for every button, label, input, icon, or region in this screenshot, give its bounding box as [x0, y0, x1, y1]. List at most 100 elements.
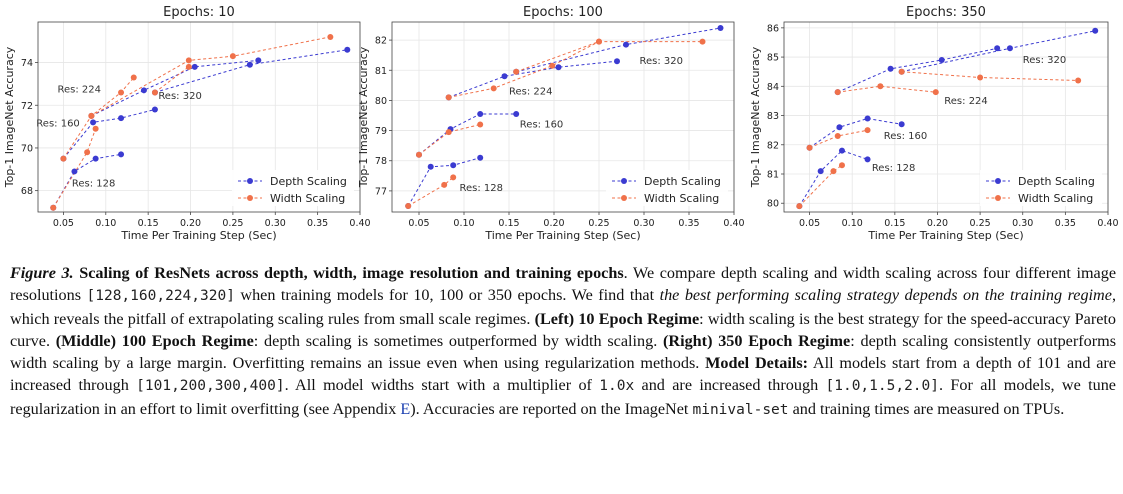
legend-label: Width Scaling: [1018, 192, 1093, 205]
y-tick-label: 70: [21, 143, 33, 154]
data-point-depth: [344, 46, 351, 53]
chart-title: Epochs: 10: [163, 5, 235, 20]
x-tick-label: 0.15: [498, 218, 519, 229]
data-point-width: [450, 174, 457, 181]
data-point-depth: [450, 162, 457, 169]
data-point-width: [864, 127, 871, 134]
y-axis-label: Top-1 ImageNet Accuracy: [357, 46, 370, 188]
caption-middle-heading: (Middle) 100 Epoch Regime: [55, 331, 254, 350]
caption-details-heading: Model Details:: [705, 354, 809, 373]
legend-swatch-marker: [247, 195, 253, 201]
data-point-width: [796, 203, 803, 210]
data-point-width: [898, 68, 905, 75]
caption-text: and are increased through: [634, 376, 826, 395]
data-point-depth: [864, 115, 871, 122]
caption-title: Scaling of ResNets across depth, width, …: [79, 264, 624, 282]
data-point-width: [490, 85, 497, 92]
data-point-width: [932, 89, 939, 96]
data-point-width: [84, 149, 91, 156]
data-point-depth: [887, 65, 894, 72]
legend-swatch-marker: [247, 178, 253, 184]
legend-box: [606, 170, 728, 206]
y-tick-label: 81: [375, 66, 387, 77]
x-tick-label: 0.10: [453, 218, 474, 229]
data-point-width: [50, 204, 57, 211]
caption-text: : depth scaling consistently outperforms…: [10, 331, 1117, 373]
x-tick-label: 0.35: [1055, 218, 1076, 229]
chart-panel-1: 0.05 0.10 0.15 0.20 0.25 0.30 0.35 0.40 68 70 72 74…: [3, 5, 371, 242]
series-line-width: [448, 41, 600, 98]
data-point-depth: [555, 64, 562, 71]
legend-swatch-marker: [995, 178, 1001, 184]
data-point-depth: [92, 155, 99, 162]
x-tick-label: 0.35: [678, 218, 699, 229]
data-point-width: [838, 162, 845, 169]
resolution-label: Res: 320: [158, 91, 202, 102]
resolution-label: Res: 160: [884, 131, 928, 142]
y-tick-label: 86: [767, 23, 779, 34]
data-point-depth: [191, 63, 198, 70]
x-tick-label: 0.40: [349, 218, 370, 229]
series-line-depth: [809, 117, 902, 149]
appendix-link[interactable]: E: [400, 399, 411, 418]
data-point-width: [88, 112, 95, 119]
caption-text: : depth scaling is sometimes outperforme…: [253, 331, 663, 350]
data-point-depth: [246, 61, 253, 68]
resolution-label: Res: 128: [460, 183, 504, 194]
data-point-depth: [717, 25, 724, 32]
data-point-depth: [477, 110, 484, 117]
data-point-depth: [255, 57, 262, 64]
series-line-width: [154, 66, 190, 93]
legend: Depth Scaling Width Scaling: [980, 170, 1102, 206]
y-tick-label: 82: [375, 36, 387, 47]
data-point-width: [834, 133, 841, 139]
legend-swatch-marker: [621, 178, 627, 184]
data-point-width: [977, 74, 984, 81]
data-point-depth: [151, 106, 158, 113]
series-line-depth: [448, 60, 618, 98]
series-line-depth: [837, 47, 998, 93]
data-point-width: [118, 89, 125, 96]
data-point-depth: [427, 163, 434, 170]
data-point-depth: [501, 73, 508, 80]
data-point-width: [699, 38, 706, 45]
caption-text: . All model widths start with a multipli…: [284, 376, 600, 395]
series-line-depth: [407, 157, 481, 207]
series-line-width: [798, 164, 843, 207]
caption-text: . For all models, we tune regularization…: [10, 376, 1116, 418]
y-tick-label: 80: [767, 199, 779, 210]
series-line-depth: [418, 113, 517, 156]
charts-canvas: 0.05 0.10 0.15 0.20 0.25 0.30 0.35 0.40 68 70 72 74…: [3, 5, 1119, 242]
x-tick-label: 0.25: [970, 218, 991, 229]
data-point-width: [477, 121, 484, 128]
data-point-width: [441, 181, 448, 188]
data-point-width: [327, 33, 334, 40]
data-point-depth: [71, 168, 78, 175]
data-point-width: [405, 202, 412, 209]
x-tick-label: 0.20: [927, 218, 948, 229]
x-tick-label: 0.35: [307, 218, 328, 229]
data-point-width: [229, 53, 236, 60]
data-point-width: [92, 125, 99, 132]
series-line-width: [407, 176, 454, 207]
series-line-depth: [63, 109, 156, 159]
data-point-depth: [817, 168, 824, 175]
data-point-depth: [898, 121, 905, 128]
data-point-depth: [118, 151, 125, 158]
x-tick-label: 0.25: [588, 218, 609, 229]
series-line-depth: [516, 27, 721, 73]
x-tick-label: 0.15: [138, 218, 159, 229]
legend-box: [232, 170, 354, 206]
chart-title: Epochs: 100: [523, 5, 603, 20]
data-point-width: [513, 68, 520, 75]
x-tick-label: 0.30: [265, 218, 286, 229]
legend-label: Depth Scaling: [270, 175, 347, 188]
y-tick-label: 68: [21, 186, 33, 197]
data-point-width: [445, 129, 452, 136]
data-point-depth: [838, 147, 845, 154]
y-tick-label: 72: [21, 101, 33, 112]
data-point-width: [416, 151, 422, 158]
data-point-depth: [994, 45, 1001, 52]
data-point-width: [445, 94, 452, 101]
caption-text: when training models for 10, 100 or 350 …: [234, 286, 660, 305]
